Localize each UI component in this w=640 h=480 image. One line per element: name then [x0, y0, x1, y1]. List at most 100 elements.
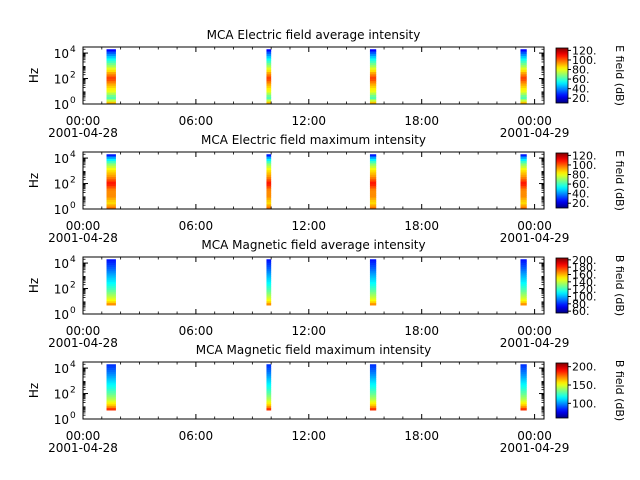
heatmap-cell	[266, 195, 272, 198]
heatmap-cell	[106, 270, 116, 274]
heatmap-cell	[266, 295, 272, 298]
heatmap-cell	[266, 383, 272, 386]
heatmap-strip	[106, 49, 116, 105]
heatmap-cell	[369, 92, 377, 96]
y-axis-label: Hz	[27, 68, 41, 83]
heatmap-cell	[106, 56, 116, 59]
heatmap-cell	[520, 183, 527, 187]
heatmap-cell	[520, 385, 527, 388]
heatmap-cell	[266, 163, 272, 167]
heatmap-cell	[106, 81, 116, 84]
heatmap-cell	[266, 156, 272, 160]
colorbar-tick-label: 120.	[572, 149, 597, 162]
heatmap-cell	[520, 165, 527, 169]
heatmap-cell	[266, 408, 272, 411]
heatmap-cell	[369, 76, 377, 80]
y-axis-label: Hz	[27, 173, 41, 188]
heatmap-cell	[266, 154, 272, 157]
heatmap-cell	[520, 396, 527, 400]
heatmap-cell	[106, 69, 116, 73]
heatmap-cell	[520, 83, 527, 87]
heatmap-cell	[369, 181, 377, 185]
heatmap-cell	[520, 369, 527, 373]
heatmap-cell	[106, 186, 116, 189]
y-tick-exponent: 2	[70, 386, 76, 396]
heatmap-cell	[520, 179, 527, 183]
heatmap-cell	[106, 74, 116, 78]
heatmap-cell	[106, 174, 116, 178]
y-tick-label: 10	[54, 413, 69, 427]
heatmap-cell	[369, 295, 377, 298]
heatmap-cell	[520, 301, 527, 304]
heatmap-cell	[106, 193, 116, 196]
heatmap-cell	[266, 165, 272, 169]
heatmap-cell	[106, 83, 116, 87]
heatmap-cell	[266, 206, 272, 210]
heatmap-cell	[369, 287, 377, 291]
heatmap-cell	[106, 163, 116, 167]
y-axis-label: Hz	[27, 383, 41, 398]
colorbar-tick-label: 60.	[572, 305, 590, 318]
heatmap-cell	[369, 263, 377, 266]
colorbar-label: B field (dB)	[613, 255, 626, 316]
heatmap-cell	[369, 161, 377, 164]
x-tick-label: 00:00	[517, 219, 552, 233]
heatmap-cell	[106, 259, 116, 262]
heatmap-cell	[106, 400, 116, 403]
heatmap-cell	[369, 83, 377, 87]
heatmap-cell	[369, 97, 377, 100]
heatmap-cell	[266, 65, 272, 68]
y-tick-base: 10	[54, 47, 69, 61]
x-tick-label: 18:00	[404, 114, 439, 128]
heatmap-cell	[106, 76, 116, 80]
heatmap-cell	[106, 60, 116, 64]
heatmap-cell	[266, 97, 272, 100]
heatmap-cell	[106, 99, 116, 103]
y-tick-exponent: 2	[70, 71, 76, 81]
y-tick-exponent: 4	[70, 150, 76, 160]
heatmap-cell	[369, 193, 377, 196]
y-tick-label: 10	[54, 308, 69, 322]
heatmap-cell	[520, 261, 527, 264]
heatmap-cell	[369, 101, 377, 105]
heatmap-cell	[106, 97, 116, 100]
colorbar-label: B field (dB)	[613, 360, 626, 421]
heatmap-cell	[520, 190, 527, 194]
heatmap-cell	[369, 78, 377, 82]
y-tick-base: 10	[54, 178, 69, 192]
heatmap-cell	[266, 183, 272, 187]
y-tick-exponent: 0	[70, 306, 76, 316]
heatmap-cell	[106, 396, 116, 400]
heatmap-cell	[266, 56, 272, 59]
heatmap-cell	[369, 398, 377, 401]
heatmap-cell	[369, 170, 377, 173]
heatmap-cell	[520, 366, 527, 369]
colorbar	[555, 257, 569, 314]
heatmap-cell	[369, 85, 377, 89]
heatmap-cell	[520, 62, 527, 66]
heatmap-cell	[369, 297, 377, 300]
heatmap-cell	[520, 390, 527, 394]
heatmap-cell	[266, 88, 272, 91]
heatmap-cell	[369, 65, 377, 68]
heatmap-cell	[369, 158, 377, 162]
heatmap-cell	[520, 295, 527, 298]
heatmap-cell	[266, 381, 272, 384]
heatmap-cell	[520, 375, 527, 379]
heatmap-cell	[520, 51, 527, 55]
heatmap-cell	[369, 383, 377, 386]
heatmap-cell	[369, 88, 377, 91]
colorbar	[555, 362, 569, 419]
heatmap-cell	[106, 373, 116, 377]
heatmap-cell	[266, 270, 272, 274]
x-date-label: 2001-04-29	[500, 231, 570, 245]
heatmap-cell	[369, 276, 377, 279]
heatmap-strip	[369, 364, 377, 411]
heatmap-cell	[369, 375, 377, 379]
heatmap-cell	[369, 156, 377, 160]
heatmap-cell	[369, 299, 377, 302]
heatmap-cell	[369, 190, 377, 194]
heatmap-cell	[520, 289, 527, 293]
heatmap-cell	[106, 303, 116, 306]
